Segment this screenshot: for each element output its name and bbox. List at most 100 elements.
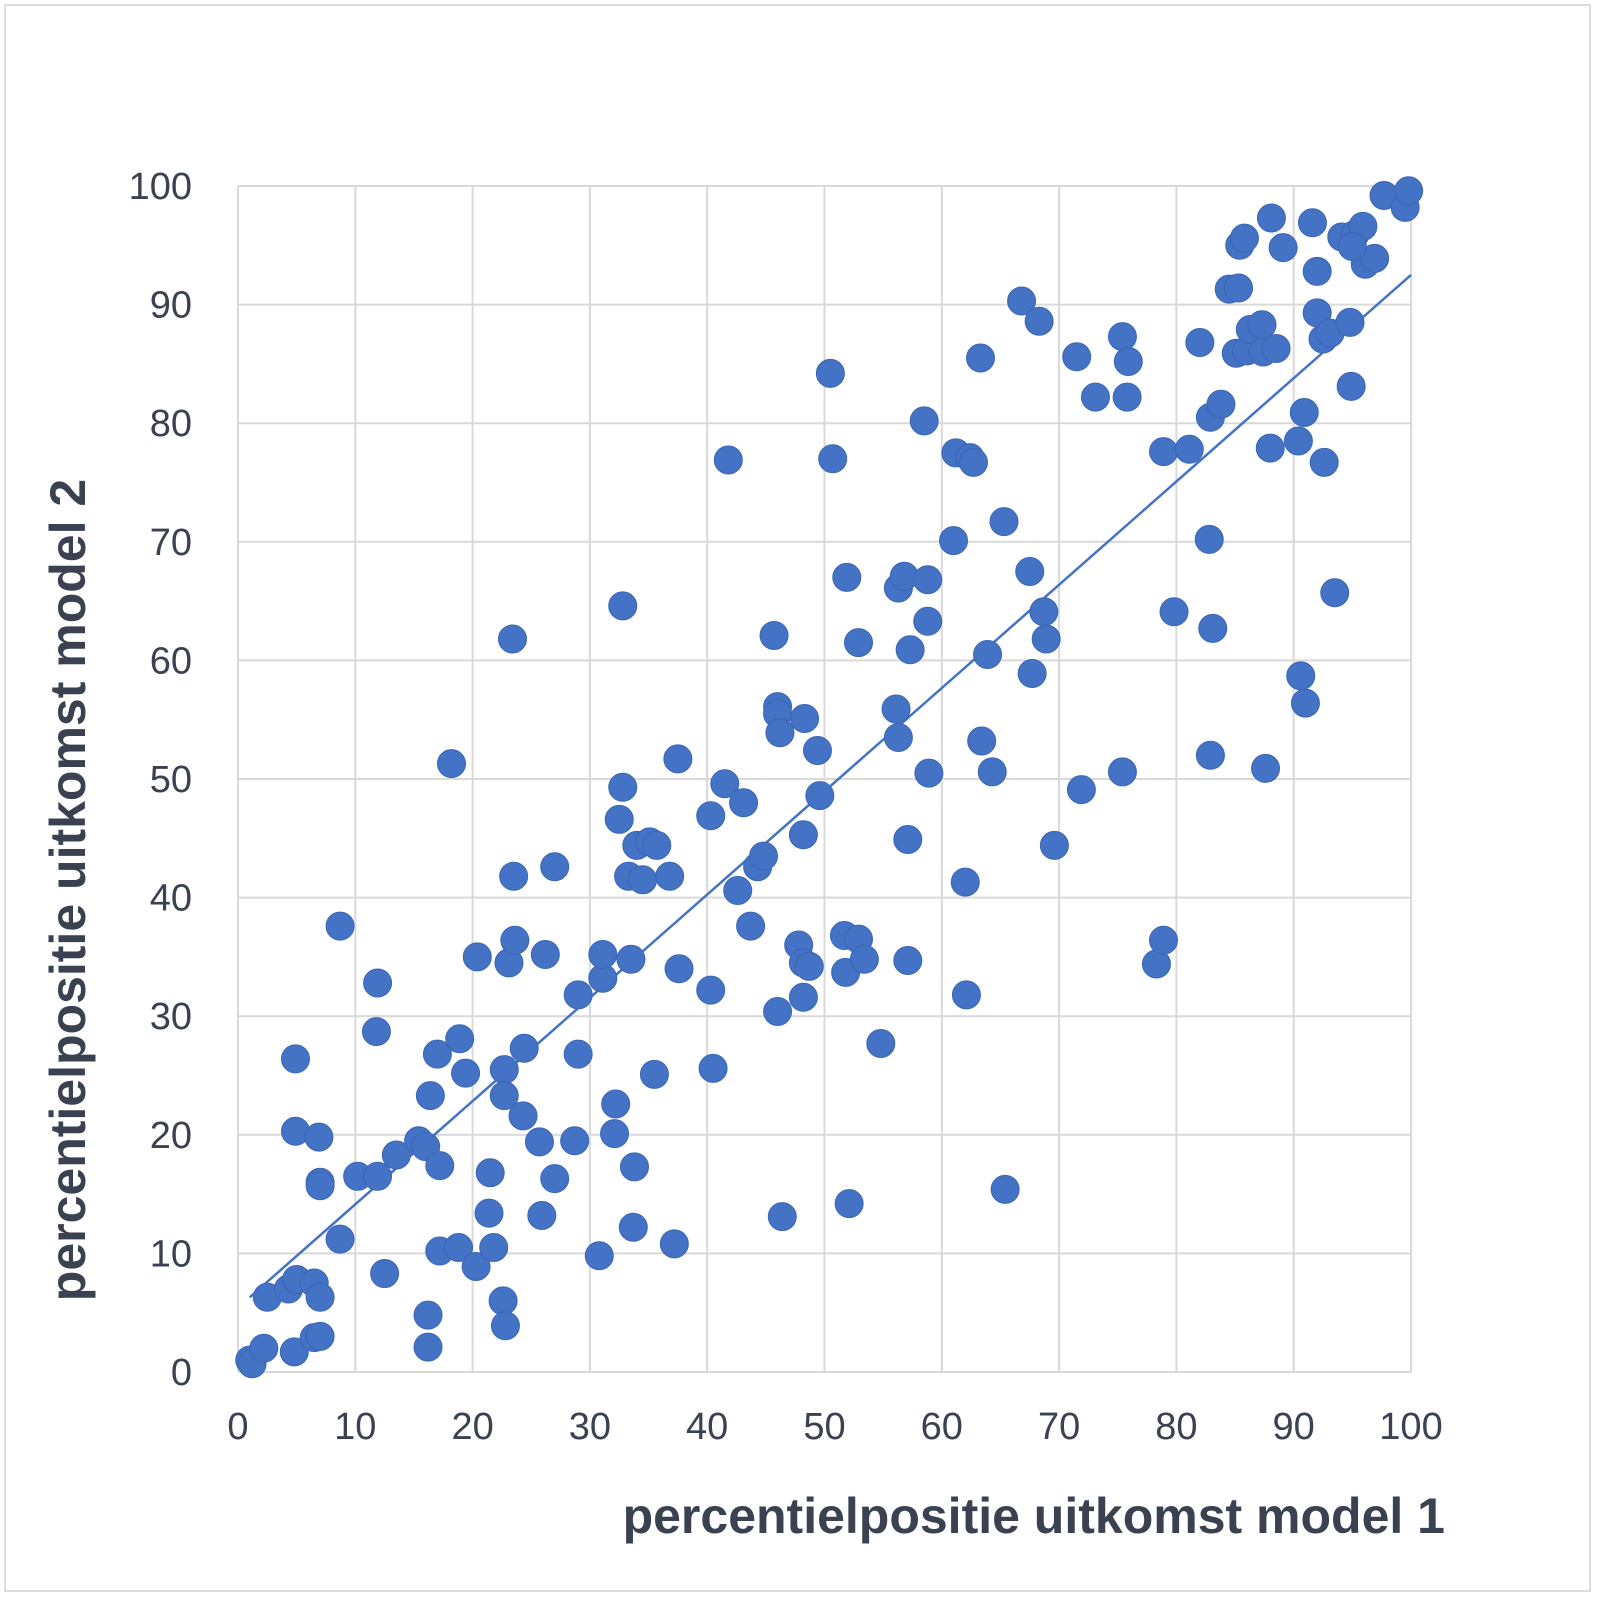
scatter-point xyxy=(249,1333,279,1363)
scatter-point xyxy=(527,1200,557,1230)
scatter-point xyxy=(601,1089,631,1119)
scatter-point xyxy=(818,444,848,474)
scatter-point xyxy=(832,562,862,592)
scatter-point xyxy=(499,861,529,891)
scatter-point xyxy=(445,1024,475,1054)
scatter-point xyxy=(1185,328,1215,358)
x-tick-label: 10 xyxy=(334,1406,376,1448)
scatter-point xyxy=(913,565,943,595)
scatter-point xyxy=(608,591,638,621)
scatter-point xyxy=(1224,273,1254,303)
scatter-point xyxy=(1394,176,1424,206)
scatter-point xyxy=(990,1174,1020,1204)
scatter-point xyxy=(1039,830,1069,860)
scatter-point xyxy=(909,406,939,436)
scatter-point xyxy=(608,772,638,802)
y-tick-label: 100 xyxy=(129,166,192,208)
scatter-point xyxy=(1148,925,1178,955)
y-tick-labels: 0 10 20 30 40 50 60 70 80 90 100 xyxy=(129,166,192,1394)
y-tick-label: 70 xyxy=(150,522,192,564)
scatter-point xyxy=(639,1059,669,1089)
scatter-point xyxy=(1336,371,1366,401)
scatter-point xyxy=(540,852,570,882)
scatter-point xyxy=(866,1028,896,1058)
x-tick-label: 0 xyxy=(227,1406,248,1448)
scatter-point xyxy=(790,704,820,734)
scatter-point xyxy=(1007,286,1037,316)
scatter-point xyxy=(1029,597,1059,627)
scatter-point xyxy=(305,1282,335,1312)
scatter-point xyxy=(413,1300,443,1330)
x-tick-label: 70 xyxy=(1038,1406,1080,1448)
scatter-point xyxy=(989,507,1019,537)
scatter-point xyxy=(749,841,779,871)
scatter-point xyxy=(1080,382,1110,412)
scatter-point xyxy=(881,694,911,724)
scatter-point xyxy=(563,980,593,1010)
y-tick-label: 50 xyxy=(150,759,192,801)
scatter-point xyxy=(1286,661,1316,691)
scatter-point xyxy=(363,968,393,998)
scatter-point xyxy=(1159,597,1189,627)
scatter-point xyxy=(1247,310,1277,340)
y-tick-label: 80 xyxy=(150,403,192,445)
scatter-point xyxy=(696,801,726,831)
scatter-point xyxy=(1320,578,1350,608)
x-tick-label: 50 xyxy=(803,1406,845,1448)
scatter-point xyxy=(664,954,694,984)
scatter-point xyxy=(305,1171,335,1201)
scatter-point xyxy=(628,865,658,895)
scatter-point xyxy=(497,624,527,654)
scatter-point xyxy=(508,1101,538,1131)
scatter-point xyxy=(488,1286,518,1316)
scatter-point xyxy=(951,980,981,1010)
y-tick-label: 40 xyxy=(150,878,192,920)
scatter-point xyxy=(1198,613,1228,643)
scatter-point xyxy=(540,1164,570,1194)
y-tick-label: 0 xyxy=(171,1352,192,1394)
scatter-point xyxy=(490,1311,520,1341)
scatter-point xyxy=(305,1321,335,1351)
scatter-point xyxy=(619,1152,649,1182)
scatter-point xyxy=(475,1158,505,1188)
scatter-point xyxy=(370,1259,400,1289)
scatter-point xyxy=(530,940,560,970)
y-axis-title: percentielpositie uitkomst model 2 xyxy=(40,479,96,1301)
scatter-point xyxy=(950,867,980,897)
y-tick-label: 30 xyxy=(150,996,192,1038)
scatter-point xyxy=(1261,333,1291,363)
scatter-point xyxy=(1251,753,1281,783)
scatter-point xyxy=(1113,347,1143,377)
scatter-point xyxy=(474,1198,504,1228)
scatter-point xyxy=(1015,556,1045,586)
scatter-point xyxy=(977,757,1007,787)
scatter-point xyxy=(444,1232,474,1262)
x-tick-label: 20 xyxy=(451,1406,493,1448)
scatter-point xyxy=(1194,524,1224,554)
scatter-point xyxy=(883,722,913,752)
scatter-point xyxy=(1335,307,1365,337)
scatter-point xyxy=(788,982,818,1012)
x-tick-labels: 0 10 20 30 40 50 60 70 80 90 100 xyxy=(227,1406,1442,1448)
scatter-point xyxy=(279,1337,309,1367)
scatter-point xyxy=(1302,256,1332,286)
scatter-point xyxy=(763,996,793,1026)
scatter-point xyxy=(788,820,818,850)
scatter-point xyxy=(479,1232,509,1262)
scatter-point xyxy=(710,769,740,799)
scatter-point xyxy=(913,606,943,636)
scatter-point xyxy=(363,1161,393,1191)
scatter-point xyxy=(588,940,618,970)
x-tick-label: 30 xyxy=(569,1406,611,1448)
scatter-point xyxy=(802,736,832,766)
scatter-point xyxy=(1112,382,1142,412)
x-tick-label: 100 xyxy=(1379,1406,1442,1448)
scatter-point xyxy=(966,343,996,373)
scatter-point xyxy=(584,1241,614,1271)
y-tick-label: 10 xyxy=(150,1233,192,1275)
scatter-point xyxy=(1283,426,1313,456)
scatter-point xyxy=(893,945,923,975)
scatter-point xyxy=(1062,342,1092,372)
scatter-point xyxy=(325,911,355,941)
